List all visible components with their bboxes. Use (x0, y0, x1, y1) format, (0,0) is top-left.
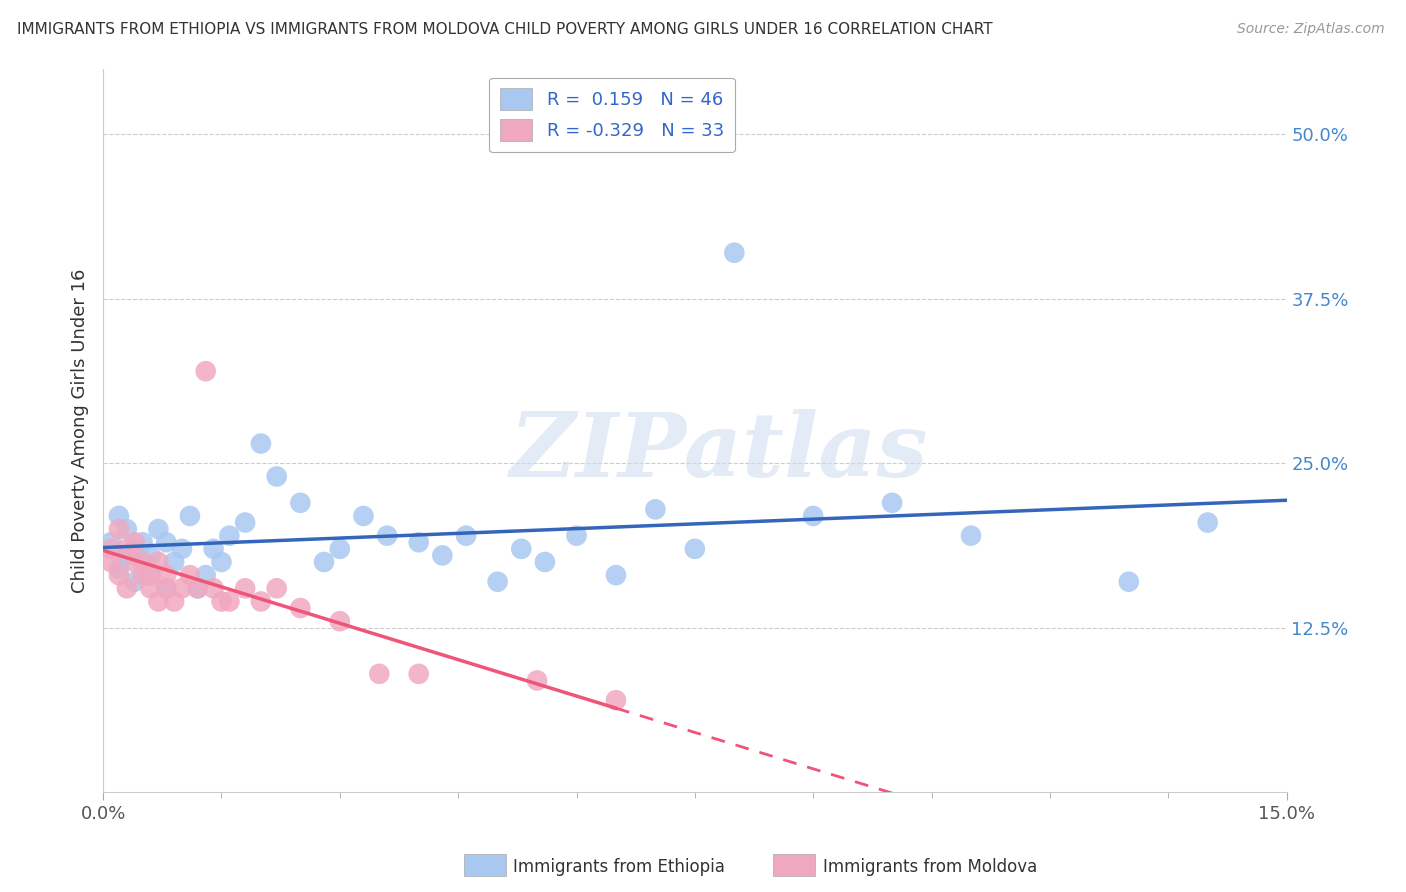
Point (155, 535, 177, 549)
Point (211, 594, 233, 608)
Point (148, 522, 170, 536)
Text: Immigrants from Ethiopia: Immigrants from Ethiopia (513, 858, 725, 876)
Point (432, 549, 454, 563)
Point (202, 541, 225, 556)
Point (131, 568, 153, 582)
Point (534, 555, 557, 569)
Point (170, 582, 193, 596)
Point (266, 582, 288, 596)
Point (115, 522, 138, 536)
Point (486, 574, 509, 589)
Point (163, 555, 186, 569)
Point (131, 555, 153, 569)
Point (115, 582, 138, 596)
Point (100, 541, 122, 556)
Point (108, 561, 131, 575)
Point (187, 582, 209, 596)
Point (233, 516, 256, 530)
Point (139, 568, 162, 582)
Point (880, 496, 903, 510)
Point (1197, 516, 1219, 530)
Legend: R =  0.159   N = 46, R = -0.329   N = 33: R = 0.159 N = 46, R = -0.329 N = 33 (489, 78, 735, 153)
Text: ZIPatlas: ZIPatlas (510, 409, 927, 495)
Point (250, 436, 273, 450)
Point (108, 568, 131, 582)
Point (155, 582, 177, 596)
Point (408, 535, 430, 549)
Point (266, 469, 288, 483)
Point (375, 529, 398, 543)
Point (605, 568, 627, 582)
Text: IMMIGRANTS FROM ETHIOPIA VS IMMIGRANTS FROM MOLDOVA CHILD POVERTY AMONG GIRLS UN: IMMIGRANTS FROM ETHIOPIA VS IMMIGRANTS F… (17, 22, 993, 37)
Point (163, 594, 186, 608)
Point (194, 568, 217, 582)
Point (202, 582, 225, 596)
Point (510, 541, 533, 556)
Point (124, 535, 146, 549)
Point (605, 693, 627, 707)
Point (211, 555, 233, 569)
Point (1118, 574, 1140, 589)
Point (312, 555, 335, 569)
Point (329, 614, 352, 628)
Text: Immigrants from Moldova: Immigrants from Moldova (823, 858, 1036, 876)
Point (368, 666, 391, 681)
Point (290, 601, 312, 615)
Point (408, 666, 430, 681)
Point (960, 529, 983, 543)
Point (139, 568, 162, 582)
Point (187, 582, 209, 596)
Point (179, 568, 201, 582)
Point (683, 541, 706, 556)
Y-axis label: Child Poverty Among Girls Under 16: Child Poverty Among Girls Under 16 (72, 268, 89, 592)
Point (131, 535, 153, 549)
Point (218, 594, 240, 608)
Point (155, 582, 177, 596)
Point (139, 549, 162, 563)
Point (170, 541, 193, 556)
Point (353, 508, 375, 523)
Point (100, 535, 122, 549)
Point (644, 502, 666, 516)
Point (124, 555, 146, 569)
Point (179, 508, 201, 523)
Point (124, 541, 146, 556)
Point (148, 594, 170, 608)
Point (155, 568, 177, 582)
Point (131, 555, 153, 569)
Point (250, 594, 273, 608)
Point (115, 549, 138, 563)
Point (139, 582, 162, 596)
Point (108, 522, 131, 536)
Point (148, 555, 170, 569)
Point (115, 541, 138, 556)
Point (194, 364, 217, 378)
Point (454, 529, 477, 543)
Point (801, 508, 824, 523)
Point (329, 541, 352, 556)
Point (124, 574, 146, 589)
Point (290, 496, 312, 510)
Point (100, 555, 122, 569)
Point (233, 582, 256, 596)
Point (218, 529, 240, 543)
Point (565, 529, 588, 543)
Point (526, 673, 548, 688)
Point (108, 508, 131, 523)
Point (723, 245, 745, 260)
Text: Source: ZipAtlas.com: Source: ZipAtlas.com (1237, 22, 1385, 37)
